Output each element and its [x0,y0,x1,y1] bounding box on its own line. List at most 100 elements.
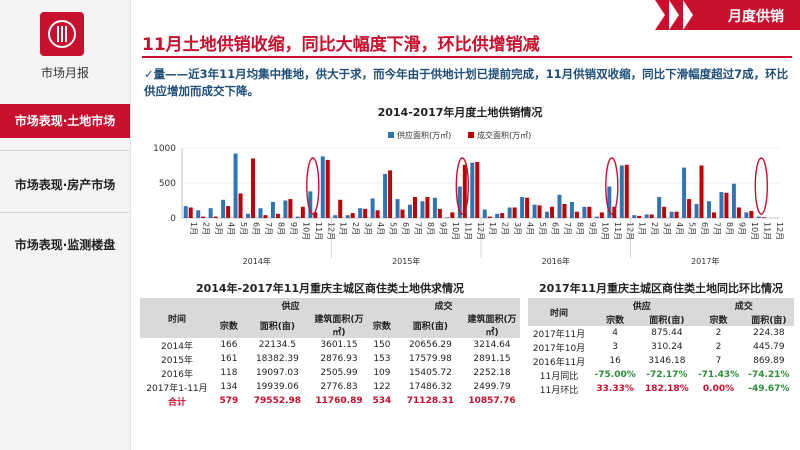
x-tick-label: 12月 [326,222,335,240]
row-label: 2014年 [161,341,193,352]
supply-demand-table: 时间 供应 成交 宗数 面积(亩) 建筑面积(万㎡) 宗数 面积(亩) 建筑面积… [140,298,520,408]
deal-bar [674,211,679,218]
supply-bar [632,215,637,218]
table-cell: 2 [715,328,722,338]
sidebar-item-land-market[interactable]: 市场表现·土地市场 [0,104,130,138]
deal-bar [599,212,604,218]
legend-swatch-supply [388,132,394,138]
table-row: 2016年11月 16 3146.18 7 869.89 [528,354,794,368]
table-cell: 17579.98 [408,354,452,364]
legend-label-deal: 成交面积(万㎡) [477,130,531,140]
x-tick-label: 1月 [339,222,348,235]
supply-bar [582,206,587,218]
table-cell: 3146.18 [648,356,686,366]
deal-bar [275,213,280,218]
supply-bar [183,206,188,218]
x-tick-label: 10月 [750,222,759,240]
summary-text: ✓量——近3年11月均集中推地，供大于求，而今年由于供地计划已提前完成，11月供… [144,67,789,98]
table-cell: 20656.29 [408,340,452,350]
table-cell: 19097.03 [255,368,299,378]
highlight-ellipse [605,157,619,215]
deal-bar [450,212,455,218]
table-cell: 150 [373,340,391,350]
table-cell: 134 [220,382,238,392]
deal-bar [201,216,206,218]
legend-swatch-deal [468,132,474,138]
deal-bar [300,206,305,218]
x-tick-label: 7月 [563,222,572,235]
col-header: 宗数 [366,312,397,338]
table-cell: 2505.99 [320,368,358,378]
x-tick-label: 7月 [413,222,422,235]
table-cell: 0.00% [702,384,735,394]
year-label: 2015年 [392,256,420,266]
row-label: 2017年11月 [532,329,586,340]
supply-bar [370,198,375,218]
deal-bar [325,159,330,218]
supply-bar [495,213,500,218]
title-rule [142,56,792,58]
table-cell: 166 [220,340,238,350]
x-tick-label: 12月 [625,222,634,240]
x-tick-label: 1月 [638,222,647,235]
chevron-icon [655,0,665,30]
supply-bar [520,197,525,218]
deal-bar [500,213,505,218]
col-time: 时间 [140,298,214,338]
deal-bar [338,199,343,218]
table-cell: 2 [715,342,722,352]
table-cell: 2891.15 [473,354,511,364]
sidebar-item-housing-market[interactable]: 市场表现·房产市场 [14,178,116,192]
deal-bar [724,192,729,218]
supply-bar [308,191,313,218]
x-tick-label: 11月 [314,222,323,240]
sidebar-item-monitored-projects[interactable]: 市场表现·监测楼盘 [14,238,116,252]
supply-bar [694,204,699,218]
table-row: 11月环比 33.33% 182.18% 0.00% -49.67% [528,382,794,396]
supply-bar [233,153,238,218]
table1-title: 2014年-2017年11月重庆主城区商住类土地供求情况 [195,282,465,295]
table-row: 2016年 118 19097.03 2505.99 109 15405.72 2252.1… [140,366,520,380]
x-tick-label: 4月 [675,222,684,235]
supply-bar [507,207,512,218]
table-cell: 2252.18 [473,368,511,378]
sidebar: 市场月报 市场表现·土地市场 市场表现·房产市场 市场表现·监测楼盘 [0,0,131,450]
supply-bar [270,201,275,218]
col-header: 宗数 [214,312,244,338]
supply-bar [445,217,450,218]
year-label: 2017年 [691,256,719,266]
table-cell: 2776.83 [320,382,358,392]
deal-bar [587,206,592,218]
deal-bar [624,164,629,218]
table-cell: 118 [220,368,238,378]
supply-bar [545,211,550,218]
row-label: 2015年 [161,355,193,366]
supply-bar [669,211,674,218]
chevron-icon [669,0,679,30]
table-cell: 17486.32 [408,382,452,392]
group-deal: 成交 [366,298,520,312]
deal-bar [662,206,667,218]
table-cell: 7 [715,356,722,366]
supply-bar [333,215,338,218]
x-tick-label: 12月 [476,222,485,240]
x-tick-label: 6月 [700,222,709,235]
supply-bar [482,209,487,218]
y-tick-label: 500 [159,179,176,189]
table-cell: 224.38 [753,328,785,338]
deal-bar [375,210,380,218]
table-row: 2017年1-11月 134 19939.06 2776.83 122 17486.32 2… [140,380,520,394]
deal-bar [687,199,692,218]
x-tick-label: 2月 [501,222,510,235]
section-tag: 月度供销 [728,9,784,25]
table-header-row: 时间 供应 成交 [528,298,794,326]
supply-bar [345,215,350,218]
table-cell: 153 [373,354,391,364]
deal-bar [188,207,193,218]
report-title: 市场月报 [40,66,89,80]
deal-bar [425,197,430,218]
deal-bar [412,197,417,218]
deal-bar [525,197,530,218]
deal-bar [699,165,704,218]
